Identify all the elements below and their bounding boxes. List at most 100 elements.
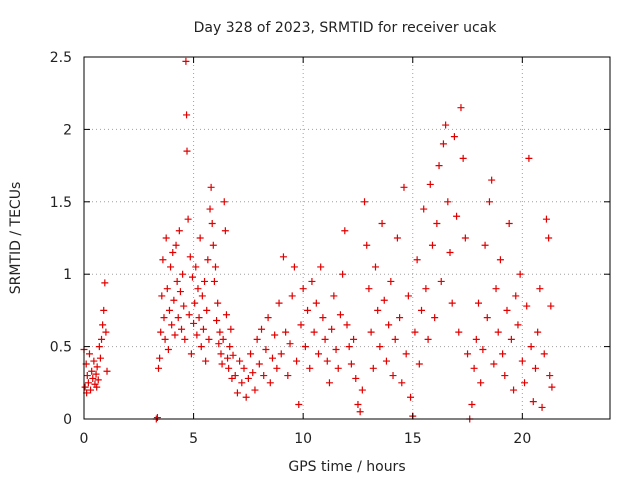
data-point [282,328,290,336]
data-point [428,241,436,249]
data-point [464,350,472,358]
data-point [306,364,314,372]
data-point [521,379,529,387]
data-point [226,343,234,351]
data-point [361,198,369,206]
data-point [422,285,430,293]
data-point [175,227,183,235]
data-point [501,372,509,380]
data-point [385,321,393,329]
data-point [418,306,426,314]
data-point [92,370,100,378]
data-point [184,215,192,223]
data-point [431,314,439,322]
data-point [437,277,445,285]
data-point [310,328,318,336]
y-axis-label: SRMTID / TECUs [8,182,24,295]
y-tick-label: 1.5 [50,195,72,211]
data-point [548,383,556,391]
data-point [231,372,239,380]
data-point [183,111,191,119]
data-point [85,350,93,358]
data-point [494,328,502,336]
data-point [477,379,485,387]
data-point [529,398,537,406]
data-point [253,335,261,343]
data-point [93,363,101,371]
data-point [453,212,461,220]
data-point [163,285,171,293]
data-point [512,292,520,300]
data-point [374,306,382,314]
data-point [308,277,316,285]
data-point [330,292,338,300]
data-point [191,299,199,307]
data-point [89,374,97,382]
data-point [160,314,168,322]
data-point [378,220,386,228]
data-point [439,140,447,148]
data-point [317,263,325,271]
data-points [80,57,556,423]
data-point [192,263,200,271]
data-point [182,57,190,65]
data-point [255,360,263,368]
data-point [398,379,406,387]
data-point [168,321,176,329]
data-point [426,180,434,188]
data-point [470,364,478,372]
data-point [503,306,511,314]
data-point [299,285,307,293]
data-point [210,277,218,285]
data-point [424,335,432,343]
data-point [420,205,428,213]
data-point [290,263,298,271]
y-tick-label: 2 [63,122,72,138]
data-point [288,292,296,300]
data-point [304,306,312,314]
data-point [180,302,188,310]
data-point [229,351,237,359]
data-point [367,328,375,336]
data-point [514,321,522,329]
data-point [332,345,340,353]
data-point [224,354,232,362]
data-point [376,343,384,351]
data-point [391,335,399,343]
data-point [319,314,327,322]
data-point [297,321,305,329]
data-point [277,350,285,358]
data-point [93,383,101,391]
data-point [356,408,364,416]
data-point [492,285,500,293]
data-point [334,364,342,372]
data-point [499,350,507,358]
data-point [204,256,212,264]
data-point [213,317,221,325]
data-point [219,335,227,343]
data-point [371,263,379,271]
data-point [173,277,181,285]
data-point [179,270,187,278]
data-point [94,376,102,384]
data-point [461,234,469,242]
data-point [212,263,219,271]
data-point [169,248,177,256]
data-point [479,345,487,353]
data-point [407,393,415,401]
data-point [510,386,518,394]
y-tick-label: 0 [63,412,72,428]
data-point [88,367,96,375]
data-point [382,357,390,365]
data-point [199,325,207,333]
data-point [81,383,89,391]
data-point [380,296,388,304]
data-point [170,296,178,304]
data-point [162,234,170,242]
x-tick-label: 15 [404,431,422,447]
data-point [101,279,109,287]
data-point [193,331,201,339]
data-point [433,220,441,228]
data-point [481,241,489,249]
data-point [457,104,465,112]
